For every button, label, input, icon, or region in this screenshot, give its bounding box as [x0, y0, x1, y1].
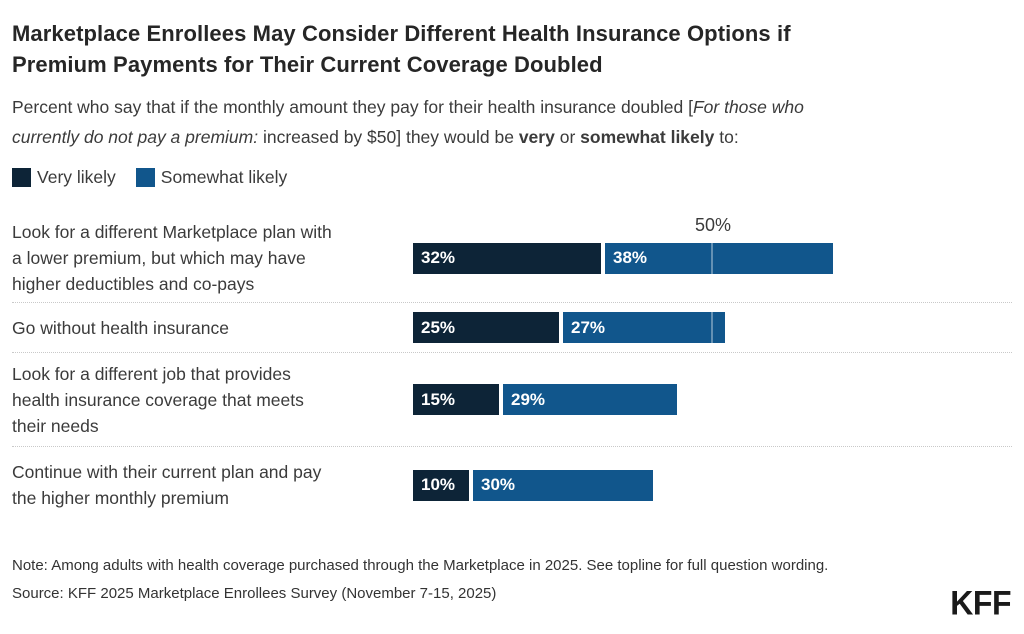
subtitle-segment: to: — [714, 127, 739, 147]
bar-segment-very-likely: 10% — [413, 469, 469, 501]
bar-area: 32% 38% 50% — [413, 215, 1012, 274]
bar-value-label: 30% — [481, 475, 516, 494]
stacked-bar: 32% 38% 50% — [413, 215, 1012, 274]
category-label: Look for a different Marketplace plan wi… — [12, 222, 332, 294]
stacked-bar: 15% 29% — [413, 384, 1012, 415]
chart-title: Marketplace Enrollees May Consider Diffe… — [12, 21, 791, 77]
chart-row: Continue with their current plan and pay… — [12, 447, 1012, 523]
category-label: Look for a different job that provides h… — [12, 363, 304, 436]
bar-segment-somewhat-likely: 29% — [503, 384, 677, 415]
gridline-50 — [711, 469, 713, 501]
bar-area: 25% 27% — [413, 312, 1012, 343]
bar-value-label: 29% — [511, 389, 546, 409]
subtitle-segment: Percent who say that if the monthly amou… — [12, 97, 693, 117]
bar-value-label: 32% — [421, 248, 456, 267]
subtitle-segment: or — [554, 127, 581, 147]
stacked-bar: 10% 30% — [413, 469, 1012, 501]
subtitle-segment: very — [518, 127, 555, 147]
chart-row: Look for a different Marketplace plan wi… — [12, 214, 1012, 303]
legend-item-somewhat-likely: Somewhat likely — [135, 167, 288, 188]
source-text: Source: KFF 2025 Marketplace Enrollees S… — [12, 585, 497, 602]
bar-segment-very-likely: 25% — [413, 312, 559, 343]
legend-label: Very likely — [37, 167, 116, 187]
bar-area: 15% 29% — [413, 384, 1012, 415]
chart-page: Marketplace Enrollees May Consider Diffe… — [0, 18, 1024, 634]
subtitle-segment: increased by $50] they would be — [258, 127, 519, 147]
bar-value-label: 10% — [421, 475, 456, 494]
subtitle-segment: For those who currently do not pay a pre… — [12, 97, 804, 147]
chart-footer: Note: Among adults with health coverage … — [12, 555, 1012, 605]
legend-swatch-somewhat-likely — [135, 168, 155, 187]
bar-value-label: 27% — [571, 317, 606, 337]
category-label: Go without health insurance — [12, 317, 229, 338]
legend-swatch-very-likely — [12, 168, 31, 187]
chart-subtitle: Percent who say that if the monthly amou… — [12, 92, 1012, 152]
bar-segment-somewhat-likely: 38% — [605, 242, 833, 274]
stacked-bar: 25% 27% — [413, 312, 1012, 343]
bar-value-label: 38% — [613, 248, 648, 267]
subtitle-segment: somewhat likely — [580, 127, 715, 147]
category-label: Continue with their current plan and pay… — [12, 462, 322, 508]
legend-item-very-likely: Very likely — [12, 167, 116, 188]
axis-label-50: 50% — [694, 214, 732, 235]
bar-segment-somewhat-likely: 27% — [563, 312, 725, 343]
gridline-50 — [711, 384, 713, 415]
bar-segment-very-likely: 15% — [413, 384, 499, 415]
legend: Very likely Somewhat likely — [12, 167, 1012, 188]
bar-value-label: 15% — [421, 389, 456, 409]
bar-area: 10% 30% — [413, 469, 1012, 501]
bar-segment-very-likely: 32% — [413, 242, 601, 274]
bar-value-label: 25% — [421, 317, 456, 337]
bar-segment-somewhat-likely: 30% — [473, 469, 653, 501]
note-text: Note: Among adults with health coverage … — [12, 557, 829, 574]
chart-row: Look for a different job that provides h… — [12, 353, 1012, 447]
bar-chart: Look for a different Marketplace plan wi… — [12, 214, 1012, 523]
chart-row: Go without health insurance 25% 27% — [12, 303, 1012, 353]
kff-logo: KFF — [950, 583, 1011, 623]
legend-label: Somewhat likely — [160, 167, 288, 187]
